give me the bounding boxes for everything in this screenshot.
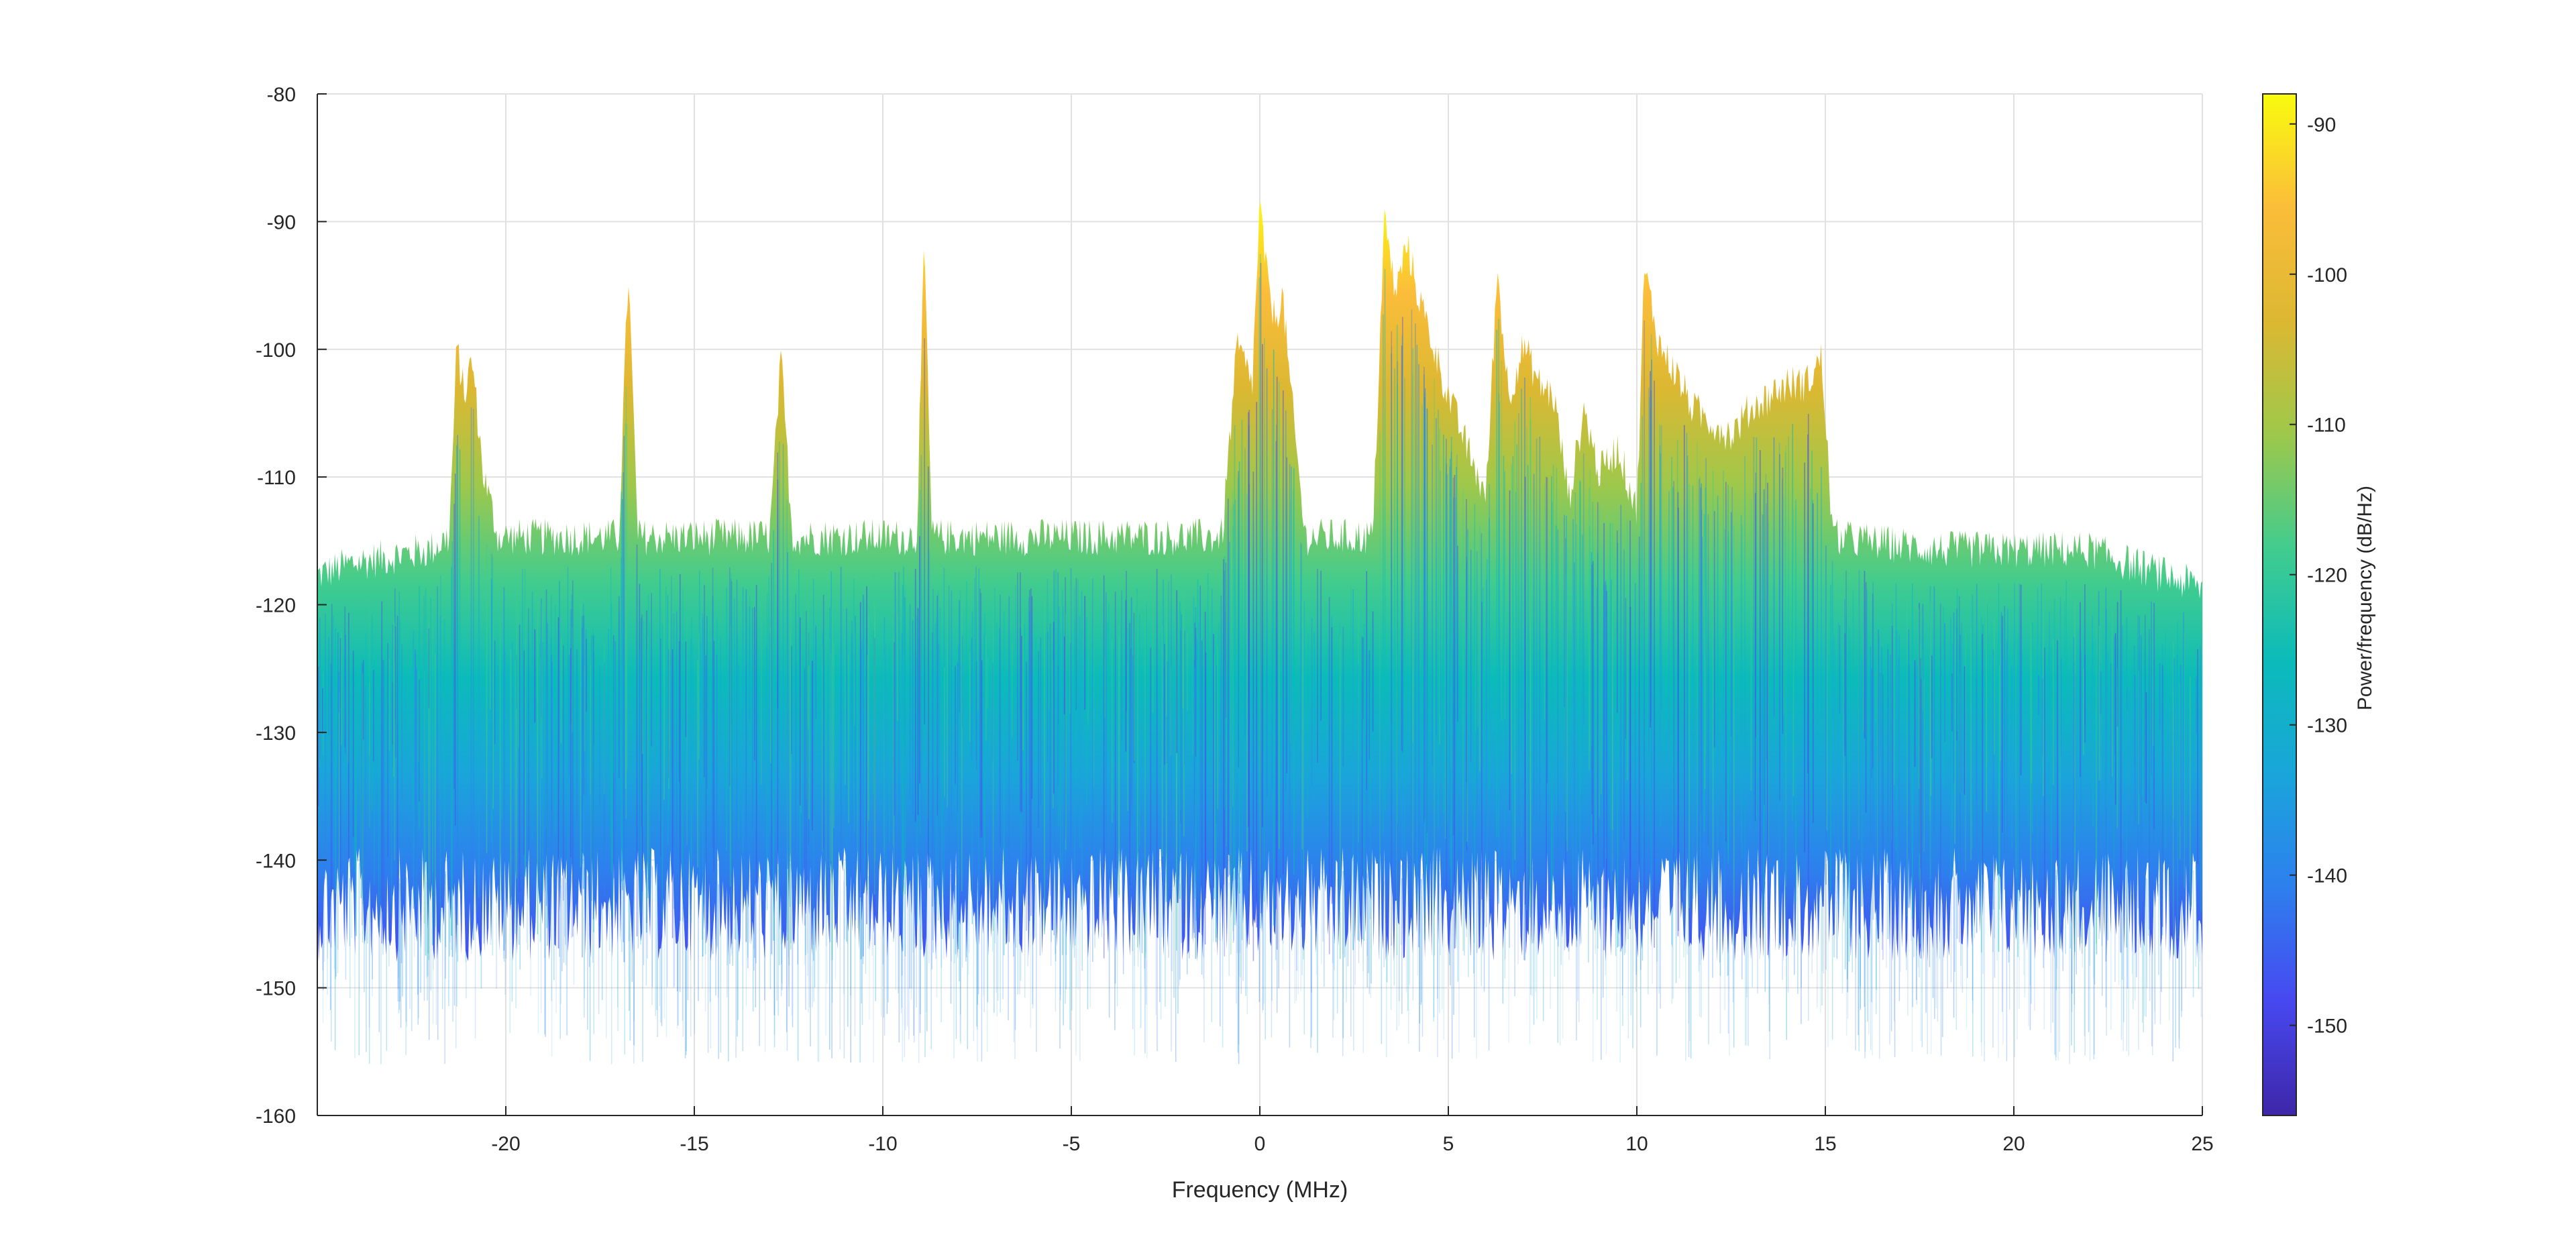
x-tick-label: -20 — [491, 1133, 520, 1155]
colorbar-tick-label: -130 — [2307, 715, 2347, 737]
x-tick-label: 15 — [1814, 1133, 1836, 1155]
colorbar-tick-label: -110 — [2307, 415, 2346, 437]
axes: -20 -15 -10 -5 0 5 10 15 20 25 -80 -90 -100 -110 -120 -… — [256, 84, 2214, 1155]
x-axis-title: Frequency (MHz) — [1172, 1177, 1348, 1203]
x-tick-label: 0 — [1254, 1133, 1266, 1155]
y-tick-label: -110 — [257, 467, 296, 489]
x-tick-label: -5 — [1063, 1133, 1081, 1155]
x-tick-label: 25 — [2191, 1133, 2213, 1155]
y-tick-label: -120 — [256, 595, 296, 617]
colorbar-tick-label: -140 — [2307, 865, 2347, 887]
x-tick-label: -10 — [868, 1133, 897, 1155]
colorbar-tick-label: -100 — [2307, 264, 2347, 286]
colorbar-tick-label: -90 — [2307, 114, 2336, 136]
spectrum-texture — [317, 254, 2202, 963]
colorbar-label: Power/frequency (dB/Hz) — [2354, 486, 2376, 710]
x-tick-label: 10 — [1625, 1133, 1648, 1155]
y-tick-label: -160 — [256, 1105, 296, 1128]
colorbar-gradient — [2262, 93, 2297, 1116]
spectrum-area — [317, 201, 2202, 963]
y-tick-label: -80 — [267, 84, 296, 106]
data-layer — [317, 201, 2202, 1065]
colorbar-tick-label: -150 — [2307, 1016, 2347, 1038]
y-tick-label: -90 — [267, 211, 296, 233]
y-tick-label: -100 — [256, 339, 296, 362]
x-tick-label: 20 — [2002, 1133, 2025, 1155]
x-tick-label: 5 — [1443, 1133, 1454, 1155]
colorbar-tick-label: -120 — [2307, 565, 2347, 587]
y-tick-label: -150 — [256, 978, 296, 1000]
y-tick-label: -130 — [256, 722, 296, 745]
y-tick-label: -140 — [256, 850, 296, 872]
colorbar: -90 -100 -110 -120 -130 -140 -150 — [2262, 93, 2347, 1116]
x-tick-label: -15 — [680, 1133, 708, 1155]
